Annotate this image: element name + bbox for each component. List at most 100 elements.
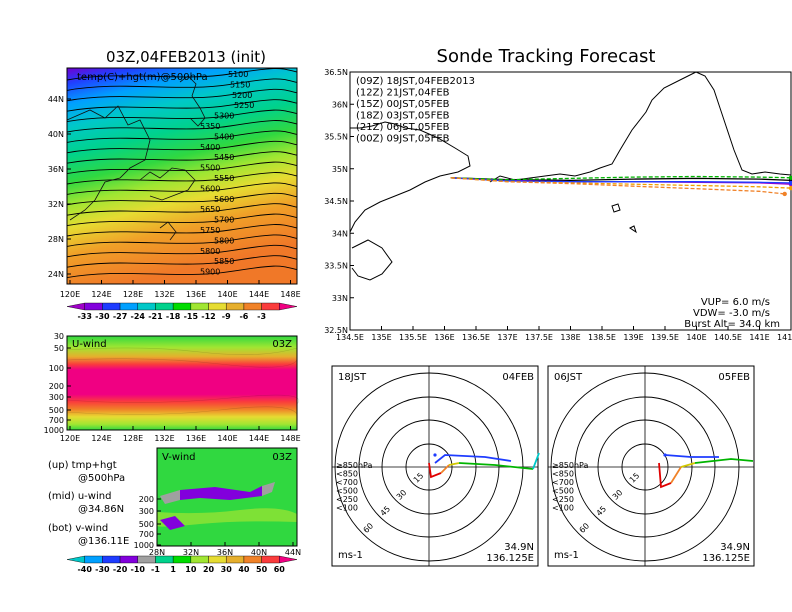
colorbar-label: 20 [203,565,215,574]
track-legend-entry: (21Z) 06JST,05FEB [356,122,450,133]
track-xtick: 136.5E [462,333,490,342]
hodograph-unit: ms-1 [338,550,363,561]
colorbar-label: -20 [113,565,128,574]
colorbar-label: -9 [222,312,231,321]
hodograph-ring [621,443,669,491]
hodograph-legend-entry: <700 [336,478,358,487]
hodograph-time: 06JST [554,372,583,383]
track-xtick: 138E [560,333,580,342]
map500-xtick: 124E [91,290,111,299]
colorbar-label: -24 [131,312,146,321]
hodograph-start-point [663,453,667,457]
colorbar-label: -18 [166,312,181,321]
uwind-ytick: 500 [49,406,64,415]
map500-xtick: 136E [186,290,206,299]
uwind-ytick: 1000 [44,426,64,435]
contour-label: 5500 [200,164,220,173]
track-ytick: 33.5N [324,262,348,271]
contour-line [66,88,298,102]
track-coastline [349,71,792,281]
colorbar-swatch [190,302,209,311]
colorbar-swatch [155,555,174,564]
hodograph-trace [428,462,442,479]
map500-xticks: 120E 124E 128E 132E 136E 140E 144E 148E [60,280,301,299]
hodograph-legend-entry: ≥850hPa [552,461,589,470]
temp-colorbar: -33 -30 -27 -24 -21 -18 -15 -12 -9 -6 -3 [66,302,298,321]
track-legend-entry: (18Z) 03JST,05FEB [356,111,450,122]
uwind-ytick: 700 [49,416,64,425]
colorbar-swatch [243,555,262,564]
colorbar-label: 1 [170,565,176,574]
track-panel: (09Z) 18JST,04FEB2013(12Z) 21JST,04FEB (1… [324,68,792,342]
vwind-frame [156,447,298,547]
track-xtick: 139.5E [651,333,679,342]
map500-xtick: 128E [123,290,143,299]
track-ytick: 35.5N [324,133,348,142]
colorbar-swatch [119,302,138,311]
track-xtick: 137.5E [525,333,553,342]
uwind-xtick: 120E [60,434,80,443]
colorbar-swatch [155,302,174,311]
note-up-1: (up) tmp+hgt [48,460,117,471]
track-xtick: 138.5E [588,333,616,342]
hodograph-legend-entry: <250 [552,495,574,504]
track-ytick: 36.5N [324,68,348,77]
vwind-negative-low [160,516,185,530]
colorbar-label: -40 [77,565,92,574]
track-xtick: 139E [623,333,643,342]
map500-ytick: 32N [48,200,64,209]
colorbar-swatch [226,302,245,311]
hodograph-lon: 136.125E [486,553,534,564]
hodograph-lat: 34.9N [720,542,750,553]
contour-line [66,161,298,175]
hodograph-date: 04FEB [502,372,534,383]
hodograph-legend-entry: <100 [552,504,574,513]
note-bot-1: (bot) v-wind [48,523,108,534]
track-xtick: 135.5E [399,333,427,342]
track-legend-entry: (12Z) 21JST,04FEB [356,88,450,99]
track-xtick: 140.5E [714,333,742,342]
hodograph-trace [532,452,540,470]
note-mid-2: @34.86N [78,504,124,515]
uwind-ytick: 300 [49,393,64,402]
track-legend-entry: (09Z) 18JST,04FEB2013 [356,76,475,87]
left-title: 03Z,04FEB2013 (init) [106,48,266,66]
contour-label: 5400 [200,143,220,152]
uwind-time: 03Z [272,339,292,350]
track-xtick: 136E [434,333,454,342]
colorbar-swatch [119,555,138,564]
map500-xtick: 140E [217,290,237,299]
hodograph-legend-entry: <850 [336,470,358,479]
track-vup: VUP= 6.0 m/s [701,297,770,308]
contour-label: 5100 [228,70,248,79]
uwind-shading [67,336,297,430]
colorbar-label: 60 [274,565,286,574]
hodograph-legend-entry: <500 [336,487,358,496]
contour-label: 5750 [200,226,220,235]
colorbar-swatch [243,302,262,311]
main-title: Sonde Tracking Forecast [437,46,656,67]
hodograph-trace [658,462,672,489]
colorbar-swatch [279,302,298,311]
colorbar-swatch [208,555,227,564]
contour-label: 5300 [214,112,234,121]
uwind-xtick: 144E [249,434,269,443]
vwind-xtick: 40N [251,548,267,557]
hodograph-ring [405,443,453,491]
map500-xtick: 144E [249,290,269,299]
hodograph-time: 18JST [338,372,367,383]
hodograph-trace [434,454,512,464]
hodograph-legend-entry: <850 [552,470,574,479]
hodograph-ring [597,419,693,515]
contour-label: 5550 [214,174,234,183]
colorbar-swatch [190,555,209,564]
contour-label: 5600 [214,195,234,204]
vwind-xtick: 44N [285,548,301,557]
map500-contours: 5100515052005250530053505400540054505500… [66,68,298,279]
note-up-2: @500hPa [78,473,125,484]
track-end-point [788,185,792,191]
map500-xtick: 148E [280,290,300,299]
colorbar-label: -3 [257,312,266,321]
